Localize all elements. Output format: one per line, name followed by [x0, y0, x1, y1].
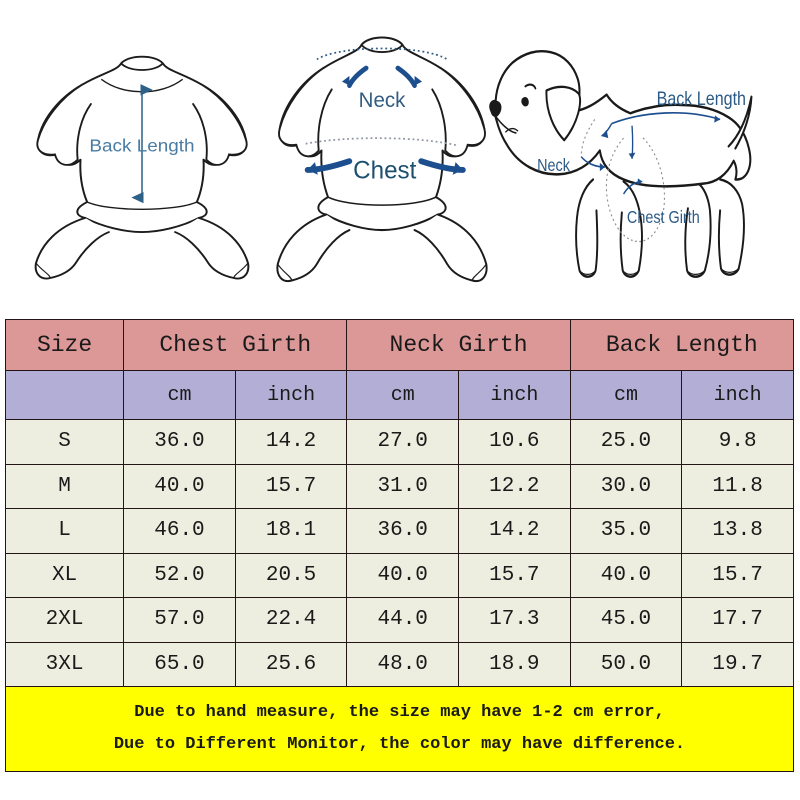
- svg-text:Back Length: Back Length: [89, 135, 194, 155]
- svg-text:Neck: Neck: [359, 89, 406, 112]
- svg-text:Chest Girth: Chest Girth: [627, 208, 700, 228]
- svg-text:Neck: Neck: [537, 156, 571, 176]
- svg-text:Back Length: Back Length: [657, 87, 746, 109]
- svg-text:Chest: Chest: [353, 157, 416, 185]
